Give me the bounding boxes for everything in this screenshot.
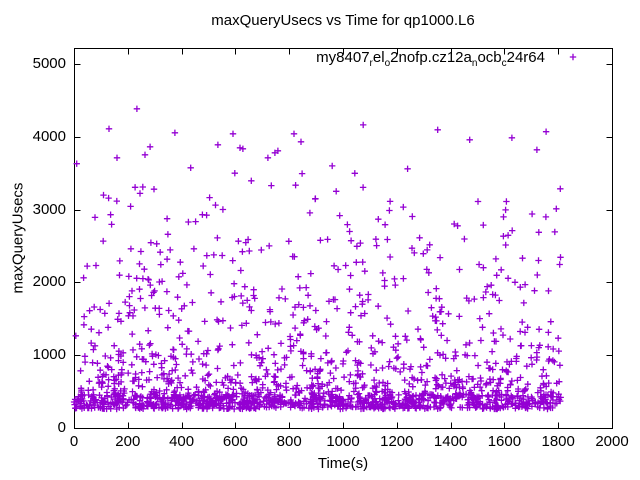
legend-label-text: 24r64 — [506, 49, 545, 66]
legend-label-text: my8407 — [316, 49, 370, 66]
y-tick-label: 0 — [57, 419, 66, 436]
y-tick-label: 1000 — [32, 346, 66, 364]
legend-entry: my8407relo2nofp.cz12anocbc24r64 — [316, 49, 545, 69]
x-axis-label: Time(s) — [317, 455, 369, 472]
scatter-data-points — [70, 105, 564, 413]
x-tick-label: 1800 — [541, 433, 575, 450]
x-tick-label: 1600 — [487, 433, 522, 450]
x-tick-label: 400 — [169, 433, 195, 450]
y-tick-label: 5000 — [32, 55, 66, 72]
chart-title: maxQueryUsecs vs Time for qp1000.L6 — [211, 12, 475, 29]
x-tick-label: 800 — [276, 433, 302, 450]
legend-plus-marker-icon — [569, 53, 577, 61]
x-tick-label: 1400 — [433, 433, 468, 450]
y-tick-label: 4000 — [32, 127, 66, 145]
legend-label-subscript: c — [501, 58, 507, 69]
x-tick-label: 200 — [115, 433, 141, 450]
x-tick-label: 1200 — [380, 433, 414, 450]
legend-label-text: 2nofp.cz12a — [390, 49, 472, 66]
x-tick-label: 0 — [69, 433, 79, 450]
legend-label-text: ocb — [477, 49, 502, 66]
x-tick-label: 600 — [222, 433, 248, 450]
x-tick-label: 1000 — [326, 433, 360, 450]
legend-label-text: el — [372, 49, 385, 66]
legend-label-subscript: o — [384, 58, 391, 69]
x-tick-label: 2000 — [595, 433, 629, 450]
plot-border — [74, 48, 613, 429]
y-tick-label: 2000 — [32, 273, 66, 291]
legend-series-label: my8407relo2nofp.cz12anocbc24r64 — [316, 49, 545, 69]
legend-label-subscript: r — [369, 58, 373, 69]
axis-tick-marks — [74, 48, 613, 429]
legend-label-subscript: n — [471, 58, 478, 69]
y-tick-label: 3000 — [32, 200, 66, 218]
